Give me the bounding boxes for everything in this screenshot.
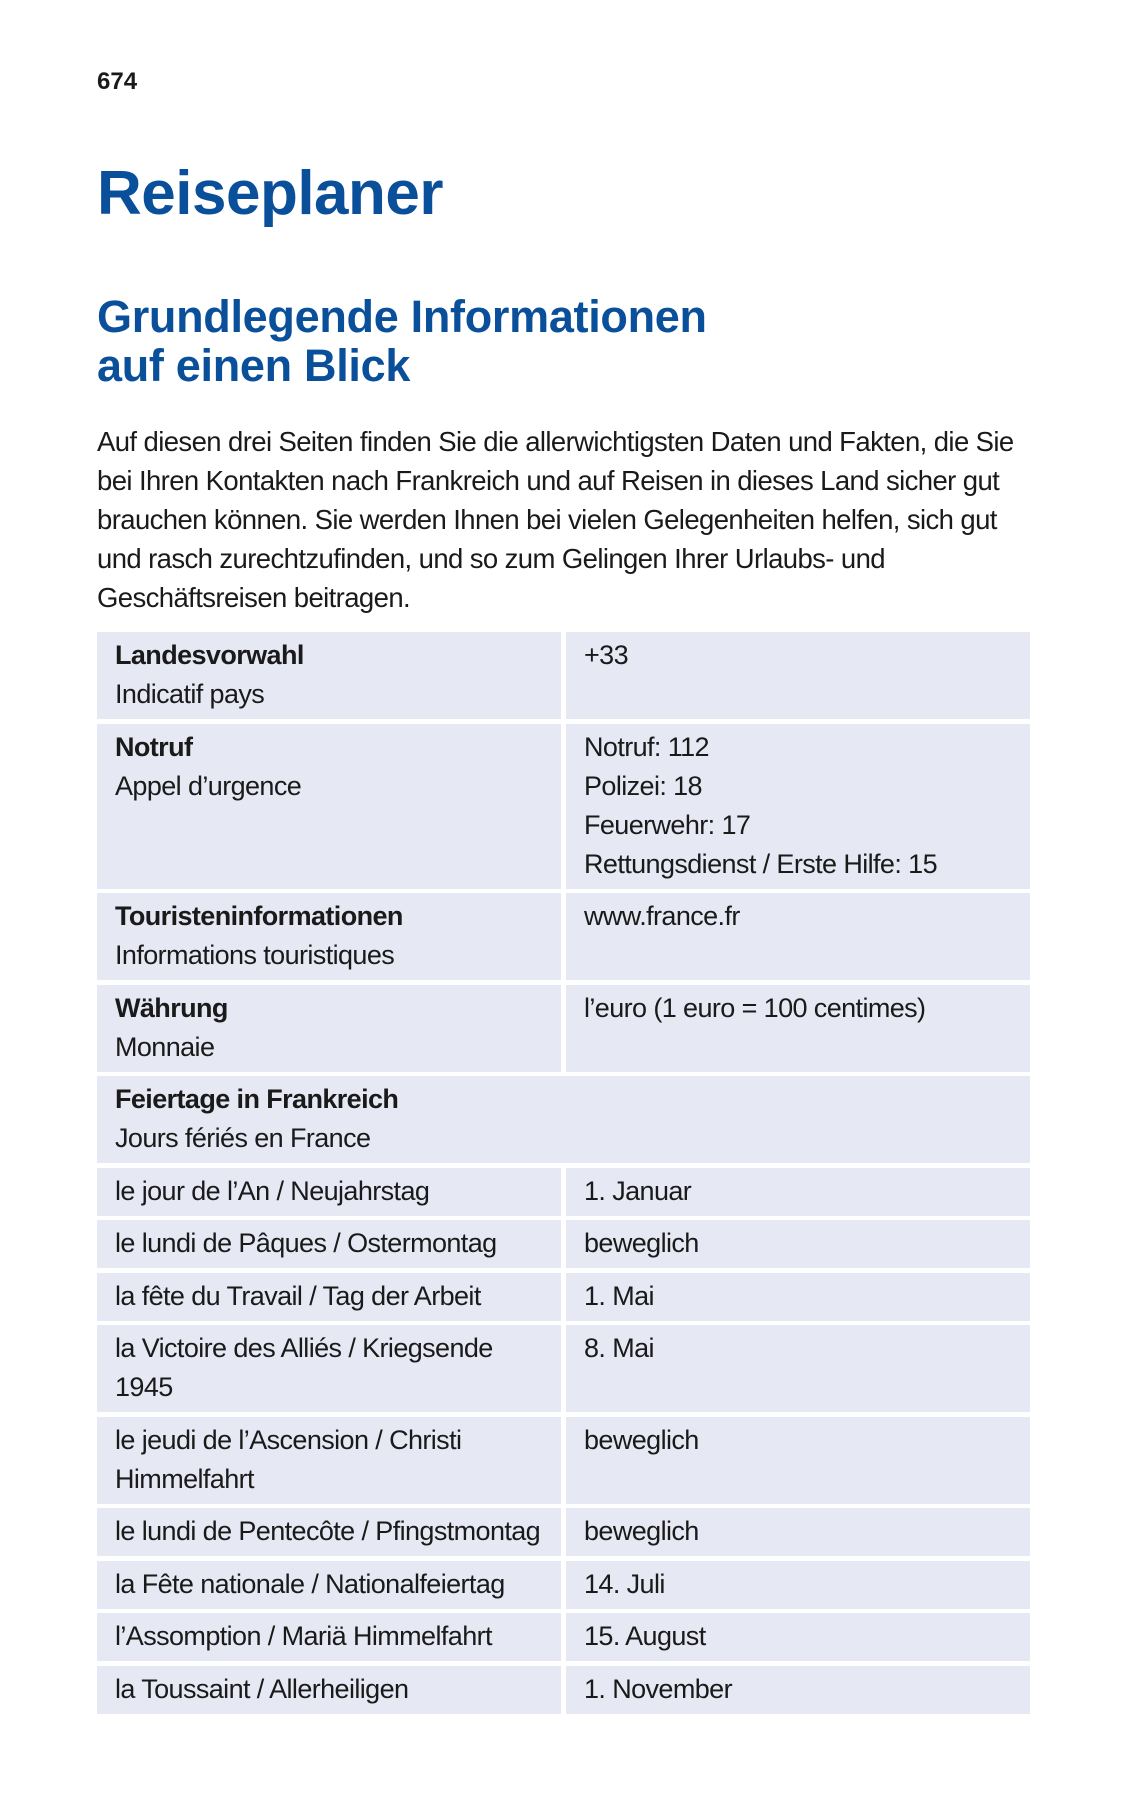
intro-paragraph: Auf diesen drei Seiten finden Sie die al… bbox=[97, 426, 1014, 613]
holiday-name: la Fête nationale / Nationalfeiertag bbox=[97, 1560, 561, 1609]
holiday-date: beweglich bbox=[566, 1220, 1030, 1268]
holiday-date: 1. Mai bbox=[566, 1272, 1030, 1321]
info-label-fr: Monnaie bbox=[115, 1031, 215, 1062]
info-row: Landesvorwahl Indicatif pays +33 bbox=[97, 632, 1030, 719]
holidays-header-fr: Jours fériés en France bbox=[115, 1123, 371, 1153]
holiday-name: l’Assomption / Mariä Himmelfahrt bbox=[97, 1613, 561, 1661]
holiday-row: le jeudi de l’Ascension / Christi Himmel… bbox=[97, 1416, 1030, 1504]
info-label-cell: Währung Monnaie bbox=[97, 984, 561, 1072]
info-label-cell: Touristeninformationen Informations touri… bbox=[97, 893, 561, 980]
holiday-row: la fête du Travail / Tag der Arbeit 1. Ma… bbox=[97, 1272, 1030, 1321]
info-value: Feuerwehr: 17 bbox=[584, 809, 751, 840]
holiday-date: beweglich bbox=[566, 1416, 1030, 1504]
holiday-date: beweglich bbox=[566, 1508, 1030, 1556]
info-value-cell: l’euro (1 euro = 100 centimes) bbox=[566, 984, 1030, 1072]
info-value: Polizei: 18 bbox=[584, 770, 703, 801]
info-label-fr: Indicatif pays bbox=[115, 679, 265, 709]
holiday-row: le lundi de Pentecôte / Pfingstmontag bew… bbox=[97, 1508, 1030, 1556]
holiday-name: le jeudi de l’Ascension / Christi Himmel… bbox=[97, 1416, 561, 1504]
info-label-de: Touristeninformationen bbox=[115, 901, 403, 931]
info-label-de: Landesvorwahl bbox=[115, 640, 304, 670]
holiday-date: 15. August bbox=[566, 1613, 1030, 1661]
holiday-date: 14. Juli bbox=[566, 1560, 1030, 1609]
holidays-header-row: Feiertage in Frankreich Jours fériés en … bbox=[97, 1076, 1030, 1163]
info-table: Landesvorwahl Indicatif pays +33 Notruf Appe… bbox=[97, 632, 1030, 1718]
holiday-row: le lundi de Pâques / Ostermontag beweglic… bbox=[97, 1220, 1030, 1268]
info-value: +33 bbox=[584, 640, 629, 670]
info-label-de: Notruf bbox=[115, 731, 193, 762]
section-title-line-2: auf einen Blick bbox=[97, 340, 411, 391]
holiday-row: l’Assomption / Mariä Himmelfahrt 15. Augu… bbox=[97, 1613, 1030, 1661]
holiday-row: le jour de l’An / Neujahrstag 1. Januar bbox=[97, 1167, 1030, 1216]
info-value: Rettungsdienst / Erste Hilfe: 15 bbox=[584, 848, 938, 879]
info-value: www.france.fr bbox=[584, 901, 740, 931]
holiday-name: la Victoire des Alliés / Kriegsende 1945 bbox=[97, 1325, 561, 1412]
info-row: Touristeninformationen Informations touri… bbox=[97, 893, 1030, 980]
holiday-date: 1. November bbox=[566, 1665, 1030, 1714]
holiday-row: la Fête nationale / Nationalfeiertag 14. … bbox=[97, 1560, 1030, 1609]
page-number: 674 bbox=[97, 68, 138, 95]
holiday-name: le jour de l’An / Neujahrstag bbox=[97, 1167, 561, 1216]
holidays-header-de: Feiertage in Frankreich bbox=[115, 1084, 399, 1114]
info-value-cell: Notruf: 112 Polizei: 18 Feuerwehr: 17 Rettu… bbox=[566, 723, 1030, 889]
info-row: Notruf Appel d’urgence Notruf: 112 Polizei:… bbox=[97, 723, 1030, 889]
holiday-name: la Toussaint / Allerheiligen bbox=[97, 1665, 561, 1714]
info-label-fr: Appel d’urgence bbox=[115, 770, 302, 801]
holiday-name: la fête du Travail / Tag der Arbeit bbox=[97, 1272, 561, 1321]
holiday-date: 1. Januar bbox=[566, 1167, 1030, 1216]
holiday-name: le lundi de Pentecôte / Pfingstmontag bbox=[97, 1508, 561, 1556]
holiday-row: la Toussaint / Allerheiligen 1. November bbox=[97, 1665, 1030, 1714]
section-title-line-1: Grundlegende Informationen bbox=[97, 291, 707, 342]
holiday-name: le lundi de Pâques / Ostermontag bbox=[97, 1220, 561, 1268]
info-value-cell: +33 bbox=[566, 632, 1030, 719]
info-label-cell: Landesvorwahl Indicatif pays bbox=[97, 632, 561, 719]
info-value: Notruf: 112 bbox=[584, 731, 710, 762]
page-title: Reiseplaner bbox=[97, 159, 444, 228]
info-value: l’euro (1 euro = 100 centimes) bbox=[584, 992, 926, 1023]
info-row: Währung Monnaie l’euro (1 euro = 100 centi… bbox=[97, 984, 1030, 1072]
info-label-fr: Informations touristiques bbox=[115, 940, 395, 970]
holiday-date: 8. Mai bbox=[566, 1325, 1030, 1412]
holiday-row: la Victoire des Alliés / Kriegsende 1945… bbox=[97, 1325, 1030, 1412]
info-label-de: Währung bbox=[115, 992, 228, 1023]
info-value-cell: www.france.fr bbox=[566, 893, 1030, 980]
info-label-cell: Notruf Appel d’urgence bbox=[97, 723, 561, 889]
section-title: Grundlegende Informationen auf einen Bli… bbox=[97, 292, 707, 390]
